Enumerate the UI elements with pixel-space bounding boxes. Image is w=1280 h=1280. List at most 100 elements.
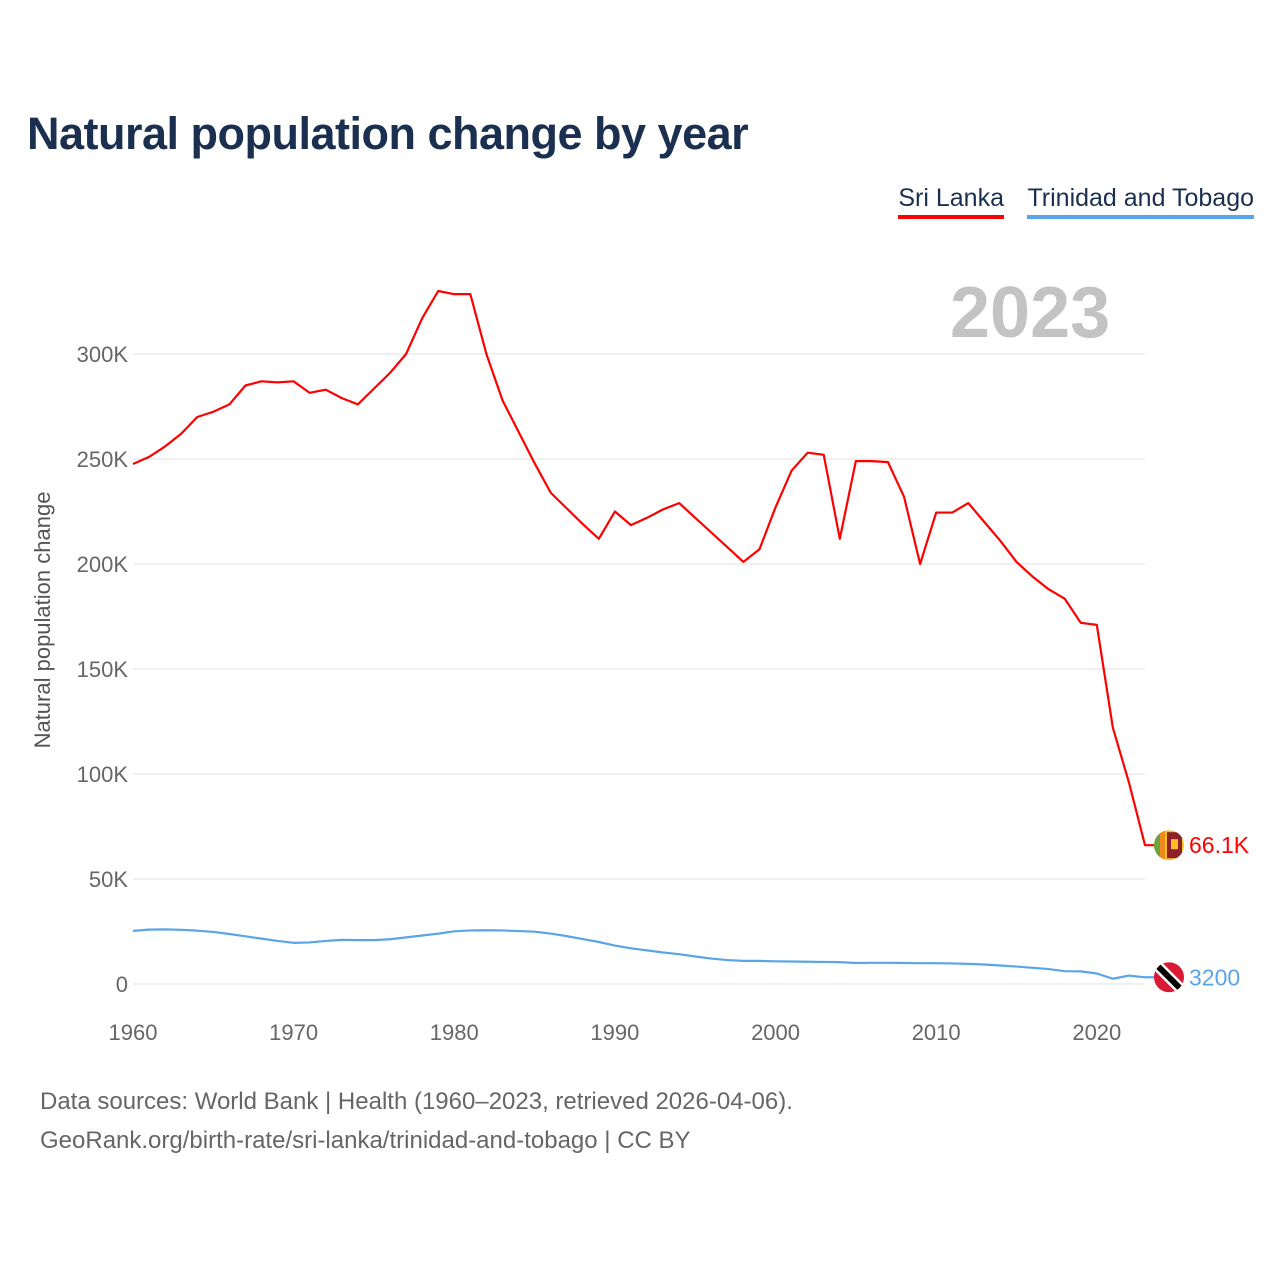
data-point-sri-lanka: [1109, 724, 1117, 732]
data-point-trinidad-and-tobago: [274, 937, 282, 945]
current-year-label: 2023: [950, 273, 1111, 353]
y-tick-label: 150K: [77, 657, 129, 682]
data-point-trinidad-and-tobago: [290, 939, 298, 947]
data-point-sri-lanka: [691, 514, 699, 522]
data-point-trinidad-and-tobago: [1125, 972, 1133, 980]
data-point-sri-lanka: [868, 457, 876, 465]
data-point-trinidad-and-tobago: [498, 926, 506, 934]
data-point-trinidad-and-tobago: [241, 932, 249, 940]
data-point-sri-lanka: [723, 543, 731, 551]
data-point-sri-lanka: [306, 389, 314, 397]
y-tick-label: 200K: [77, 552, 129, 577]
data-point-trinidad-and-tobago: [723, 956, 731, 964]
data-point-sri-lanka: [788, 467, 796, 475]
data-point-trinidad-and-tobago: [932, 959, 940, 967]
y-tick-label: 0: [116, 972, 128, 997]
data-point-trinidad-and-tobago: [450, 927, 458, 935]
data-point-sri-lanka: [563, 504, 571, 512]
data-point-sri-lanka: [1012, 558, 1020, 566]
y-tick-label: 250K: [77, 447, 129, 472]
data-point-trinidad-and-tobago: [675, 950, 683, 958]
source-url[interactable]: GeoRank.org/birth-rate/sri-lanka/trinida…: [40, 1127, 691, 1154]
data-point-trinidad-and-tobago: [563, 932, 571, 940]
data-point-sri-lanka: [948, 509, 956, 517]
data-point-sri-lanka: [1029, 573, 1037, 581]
flag-orange: [1160, 830, 1165, 861]
flag-green: [1154, 830, 1160, 861]
data-point-trinidad-and-tobago: [900, 959, 908, 967]
data-point-trinidad-and-tobago: [531, 928, 539, 936]
data-point-trinidad-and-tobago: [1093, 970, 1101, 978]
data-point-trinidad-and-tobago: [418, 931, 426, 939]
data-point-trinidad-and-tobago: [515, 927, 523, 935]
data-point-trinidad-and-tobago: [225, 930, 233, 938]
data-point-sri-lanka: [466, 290, 474, 298]
data-point-trinidad-and-tobago: [386, 935, 394, 943]
data-point-trinidad-and-tobago: [466, 926, 474, 934]
data-point-sri-lanka: [370, 385, 378, 393]
data-point-sri-lanka: [627, 521, 635, 529]
data-point-trinidad-and-tobago: [1077, 967, 1085, 975]
data-point-trinidad-and-tobago: [1029, 964, 1037, 972]
x-tick-label: 1990: [590, 1020, 639, 1045]
data-point-trinidad-and-tobago: [659, 949, 667, 957]
data-point-sri-lanka: [707, 529, 715, 537]
x-tick-label: 2000: [751, 1020, 800, 1045]
data-point-sri-lanka: [1141, 841, 1149, 849]
data-point-trinidad-and-tobago: [258, 935, 266, 943]
legend-trinidad-and-tobago[interactable]: Trinidad and Tobago: [1027, 184, 1254, 219]
x-tick-label: 1980: [430, 1020, 479, 1045]
flag-sri-lanka-icon: [1154, 830, 1184, 861]
data-point-trinidad-and-tobago: [948, 959, 956, 967]
data-point-trinidad-and-tobago: [804, 958, 812, 966]
data-point-trinidad-and-tobago: [980, 960, 988, 968]
data-point-sri-lanka: [1061, 595, 1069, 603]
data-point-sri-lanka: [547, 489, 555, 497]
y-tick-label: 100K: [77, 762, 129, 787]
data-point-trinidad-and-tobago: [338, 936, 346, 944]
data-point-sri-lanka: [932, 509, 940, 517]
data-point-trinidad-and-tobago: [611, 942, 619, 950]
end-value-label: 66.1K: [1189, 832, 1250, 858]
legend-sri-lanka[interactable]: Sri Lanka: [898, 184, 1004, 219]
data-point-sri-lanka: [643, 514, 651, 522]
flag-body: [1154, 830, 1184, 861]
data-point-sri-lanka: [482, 350, 490, 358]
data-point-trinidad-and-tobago: [788, 958, 796, 966]
data-point-trinidad-and-tobago: [916, 959, 924, 967]
data-point-sri-lanka: [241, 382, 249, 390]
data-point-sri-lanka: [225, 400, 233, 408]
data-point-trinidad-and-tobago: [1109, 975, 1117, 983]
data-point-sri-lanka: [386, 369, 394, 377]
data-point-trinidad-and-tobago: [755, 957, 763, 965]
data-point-sri-lanka: [177, 430, 185, 438]
data-point-sri-lanka: [820, 451, 828, 459]
flag-trinidad-and-tobago-icon: [1154, 962, 1184, 993]
data-point-sri-lanka: [852, 457, 860, 465]
data-point-trinidad-and-tobago: [964, 960, 972, 968]
data-point-trinidad-and-tobago: [884, 959, 892, 967]
series-line-sri-lanka: [132, 289, 1157, 847]
data-point-sri-lanka: [1045, 585, 1053, 593]
data-point-sri-lanka: [258, 377, 266, 385]
data-source: Data sources: World Bank | Health (1960–…: [40, 1088, 793, 1115]
data-point-sri-lanka: [1093, 621, 1101, 629]
data-point-trinidad-and-tobago: [1061, 967, 1069, 975]
data-point-trinidad-and-tobago: [547, 930, 555, 938]
data-point-sri-lanka: [434, 287, 442, 295]
data-point-sri-lanka: [515, 428, 523, 436]
data-point-trinidad-and-tobago: [129, 927, 137, 935]
x-tick-label: 1960: [109, 1020, 158, 1045]
x-tick-label: 1970: [269, 1020, 318, 1045]
data-point-trinidad-and-tobago: [482, 926, 490, 934]
series-line-trinidad-and-tobago: [132, 928, 1157, 980]
data-point-sri-lanka: [193, 413, 201, 421]
data-point-sri-lanka: [274, 378, 282, 386]
end-value-label: 3200: [1189, 964, 1240, 990]
data-point-trinidad-and-tobago: [370, 936, 378, 944]
data-point-sri-lanka: [980, 518, 988, 526]
data-point-trinidad-and-tobago: [836, 958, 844, 966]
data-point-sri-lanka: [804, 449, 812, 457]
data-point-sri-lanka: [1125, 778, 1133, 786]
